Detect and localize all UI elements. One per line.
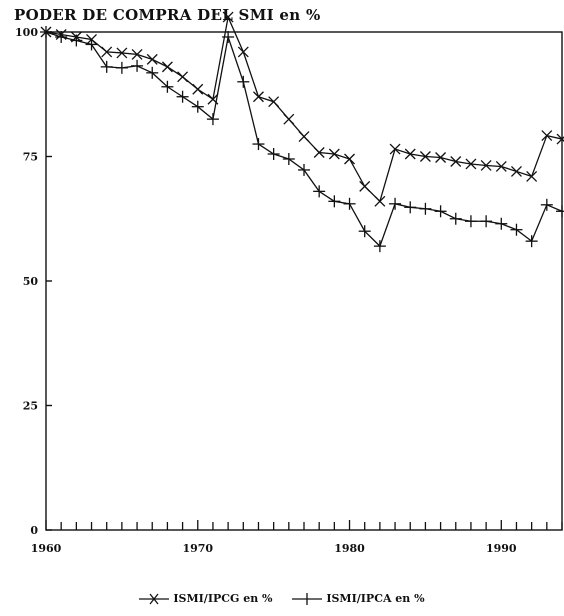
x-marker: [389, 143, 401, 155]
plus-marker: [282, 152, 295, 165]
legend: ISMI/IPCG en % ISMI/IPCA en %: [0, 592, 564, 608]
plus-marker: [267, 148, 280, 161]
plus-marker: [115, 61, 128, 74]
plus-marker: [510, 223, 523, 236]
plus-marker: [358, 225, 371, 238]
y-tick-label: 50: [23, 275, 39, 288]
x-marker: [450, 156, 462, 167]
x-marker: [374, 195, 386, 207]
x-marker: [511, 165, 522, 177]
axes: 0 25 50 75 100 1960 1970 1980 1990: [15, 26, 563, 555]
x-marker: [237, 46, 249, 58]
plus-marker: [252, 138, 265, 151]
x-marker: [495, 161, 507, 172]
legend-swatch-x: [139, 593, 170, 604]
x-marker: [359, 180, 371, 192]
plus-marker: [131, 59, 144, 72]
x-marker: [480, 160, 492, 171]
plus-marker: [328, 195, 341, 208]
y-tick-label: 75: [23, 151, 38, 164]
plus-marker: [373, 240, 386, 253]
x-marker: [161, 61, 173, 73]
x-marker: [116, 47, 128, 59]
plus-marker: [343, 197, 356, 210]
plus-marker: [85, 38, 98, 51]
plus-marker: [464, 215, 477, 228]
plus-marker: [191, 100, 204, 113]
x-marker: [328, 148, 340, 160]
plus-marker: [495, 217, 508, 230]
plus-marker: [146, 66, 159, 79]
x-tick-label: 1970: [182, 542, 213, 555]
x-marker: [283, 113, 295, 125]
x-marker: [146, 53, 158, 65]
x-marker: [298, 131, 310, 143]
plus-marker: [176, 90, 189, 103]
x-marker: [101, 46, 113, 58]
series-layer: [40, 11, 564, 253]
x-marker: [541, 130, 553, 142]
x-marker: [268, 96, 280, 108]
legend-item-ipcg: ISMI/IPCG en %: [139, 592, 273, 605]
x-tick-label: 1980: [334, 542, 365, 555]
x-marker: [192, 83, 204, 95]
legend-label-ipca: ISMI/IPCA en %: [326, 592, 425, 605]
plus-marker: [525, 235, 538, 248]
x-marker: [313, 147, 325, 158]
x-marker: [131, 48, 143, 60]
y-tick-label: 25: [23, 400, 38, 413]
plus-marker: [313, 185, 326, 198]
line-chart: 0 25 50 75 100 1960 1970 1980 1990: [15, 11, 564, 555]
legend-label-ipcg: ISMI/IPCG en %: [173, 592, 273, 605]
plus-marker: [298, 163, 310, 176]
plus-marker: [540, 198, 553, 211]
x-marker: [556, 133, 564, 145]
legend-swatch-plus: [292, 592, 323, 605]
plus-marker: [206, 113, 219, 126]
series-line: [45, 31, 563, 248]
series-ipca: [40, 26, 564, 253]
y-tick-label: 0: [30, 524, 38, 537]
plus-marker: [70, 34, 83, 47]
plus-marker: [55, 30, 68, 43]
plus-marker: [434, 205, 447, 218]
plus-marker: [556, 205, 564, 218]
plus-marker: [480, 215, 493, 228]
legend-item-ipca: ISMI/IPCA en %: [292, 592, 425, 605]
x-marker: [222, 11, 234, 23]
x-marker: [253, 91, 264, 103]
x-marker: [404, 148, 416, 160]
series-ipcg: [40, 11, 564, 207]
plus-marker: [161, 80, 174, 93]
x-tick-label: 1960: [31, 542, 62, 555]
plus-marker: [419, 202, 432, 215]
plot-frame: [45, 31, 563, 531]
plus-marker: [222, 30, 235, 43]
y-tick-label: 100: [15, 26, 38, 39]
x-marker: [344, 153, 355, 165]
plus-marker: [40, 26, 52, 38]
plus-marker: [100, 60, 113, 73]
plus-marker: [404, 201, 417, 214]
plus-marker: [389, 197, 402, 210]
x-marker: [526, 170, 538, 182]
chart-title: PODER DE COMPRA DEL SMI en %: [14, 6, 321, 24]
x-marker: [419, 151, 431, 162]
plus-marker: [449, 212, 462, 225]
x-tick-label: 1990: [486, 542, 517, 555]
x-marker: [177, 71, 189, 83]
x-marker: [465, 158, 477, 170]
x-marker: [435, 152, 447, 163]
plus-marker: [237, 75, 250, 88]
